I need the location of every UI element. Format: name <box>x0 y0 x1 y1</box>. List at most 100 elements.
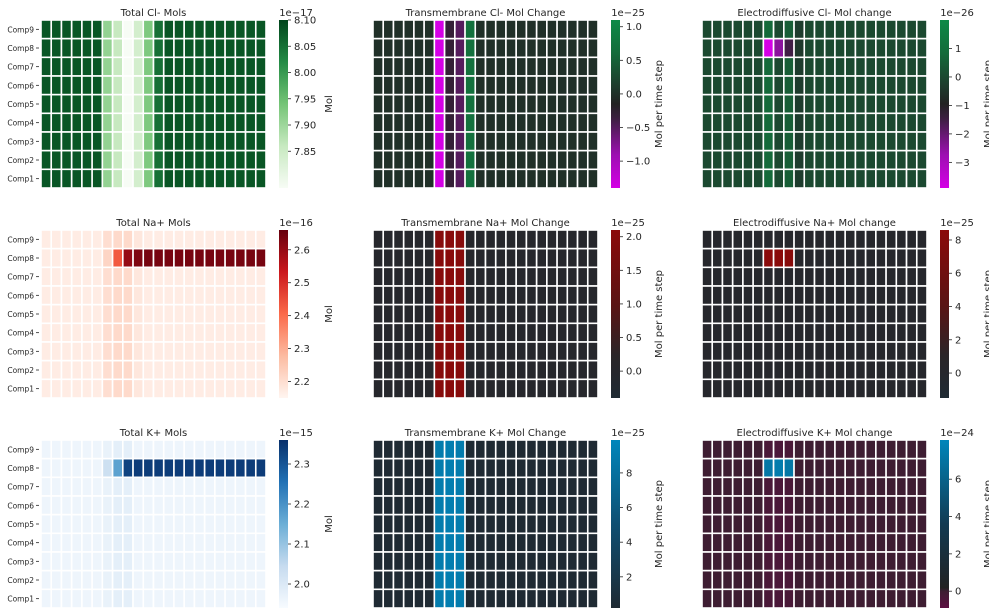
heatmap-cell <box>834 495 846 516</box>
heatmap-cell <box>905 513 918 535</box>
heatmap-cell <box>60 322 73 343</box>
heatmap-cell <box>834 513 846 535</box>
heatmap-cell <box>162 457 175 479</box>
heatmap-cell <box>40 495 53 516</box>
colorbar-tick-label: 2.5 <box>294 278 310 289</box>
heatmap-cell <box>474 378 487 399</box>
heatmap-cell <box>173 131 185 152</box>
heatmap-cell <box>895 341 908 362</box>
heatmap-cell <box>443 56 456 77</box>
heatmap-cell <box>254 341 267 362</box>
heatmap-cell <box>505 19 517 40</box>
heatmap-cell <box>566 56 579 77</box>
heatmap-cell <box>474 359 487 381</box>
heatmap-cell <box>885 75 898 96</box>
heatmap-cell <box>494 322 507 343</box>
heatmap-cell <box>711 551 724 572</box>
heatmap-cell <box>40 476 53 497</box>
heatmap-cell <box>60 93 73 115</box>
heatmap-cell <box>433 168 446 189</box>
heatmap-cell <box>864 457 877 479</box>
heatmap-cell <box>525 75 538 96</box>
heatmap-cell <box>515 588 528 609</box>
heatmap-cell <box>546 168 558 189</box>
heatmap-cell <box>484 75 497 96</box>
heatmap-cell <box>752 495 765 516</box>
heatmap-cell <box>423 551 436 572</box>
heatmap-cell <box>122 75 134 96</box>
heatmap-cell <box>443 378 456 399</box>
heatmap-cell <box>40 303 53 325</box>
colorbar-label: Mol per time step <box>654 60 665 148</box>
heatmap-cell <box>402 322 415 343</box>
heatmap-cell <box>586 378 599 399</box>
heatmap-cell <box>875 551 887 572</box>
heatmap-cell <box>423 588 436 609</box>
heatmap-cell <box>423 247 436 269</box>
heatmap-cell <box>81 359 93 381</box>
heatmap-cell <box>885 229 898 250</box>
heatmap-cell <box>711 112 724 133</box>
heatmap-cell <box>875 19 887 40</box>
heatmap-cell <box>576 37 589 59</box>
heatmap-cell <box>813 37 826 59</box>
heatmap-cell <box>515 476 528 497</box>
heatmap-cell <box>515 168 528 189</box>
heatmap-cell <box>372 588 385 609</box>
heatmap-cell <box>224 588 237 609</box>
heatmap-cell <box>70 131 83 152</box>
heatmap-panel-na_tm: Transmembrane Na+ Mol Change0.00.51.01.5… <box>372 218 665 399</box>
heatmap-cell <box>183 457 196 479</box>
colorbar-scale-label: 1e−25 <box>940 218 974 229</box>
heatmap-cell <box>525 476 538 497</box>
heatmap-cell <box>762 56 775 77</box>
heatmap-cell <box>474 19 487 40</box>
heatmap-cell <box>844 247 857 269</box>
heatmap-cell <box>60 495 73 516</box>
heatmap-cell <box>875 247 887 269</box>
panel-title: Electrodiffusive K+ Mol change <box>737 428 893 439</box>
heatmap-cell <box>214 341 226 362</box>
heatmap-cell <box>803 168 816 189</box>
heatmap-cell <box>183 285 196 306</box>
heatmap-cell <box>122 285 134 306</box>
heatmap-cell <box>752 229 765 250</box>
row-tick-label: Comp6 <box>7 501 34 510</box>
heatmap-cell <box>402 19 415 40</box>
heatmap-cell <box>915 303 928 325</box>
heatmap-cell <box>40 439 53 460</box>
heatmap-cell <box>142 247 155 269</box>
heatmap-cell <box>142 149 155 171</box>
colorbar-scale-label: 1e−25 <box>611 428 645 439</box>
heatmap-cell <box>173 93 185 115</box>
colorbar-label: Mol per time step <box>983 60 989 148</box>
heatmap-cell <box>132 266 145 287</box>
heatmap-cell <box>546 37 558 59</box>
heatmap-cell <box>392 476 405 497</box>
heatmap-cell <box>772 495 785 516</box>
heatmap-cell <box>214 359 226 381</box>
heatmap-cell <box>402 168 415 189</box>
heatmap-cell <box>494 131 507 152</box>
panel-title: Total K+ Mols <box>119 428 187 439</box>
heatmap-cell <box>60 341 73 362</box>
heatmap-cell <box>60 457 73 479</box>
heatmap-cell <box>173 37 185 59</box>
colorbar <box>940 20 949 188</box>
heatmap-cell <box>844 266 857 287</box>
heatmap-cell <box>566 495 579 516</box>
heatmap-cell <box>203 476 216 497</box>
heatmap-cell <box>132 112 145 133</box>
heatmap-cell <box>772 439 785 460</box>
heatmap-cell <box>254 551 267 572</box>
heatmap-cell <box>783 551 795 572</box>
heatmap-cell <box>525 378 538 399</box>
heatmap-cell <box>576 476 589 497</box>
heatmap-cell <box>494 532 507 553</box>
heatmap-cell <box>803 476 816 497</box>
heatmap-cell <box>895 131 908 152</box>
heatmap-cell <box>142 532 155 553</box>
heatmap-cell <box>70 229 83 250</box>
heatmap-cell <box>721 378 734 399</box>
heatmap-cell <box>885 457 898 479</box>
